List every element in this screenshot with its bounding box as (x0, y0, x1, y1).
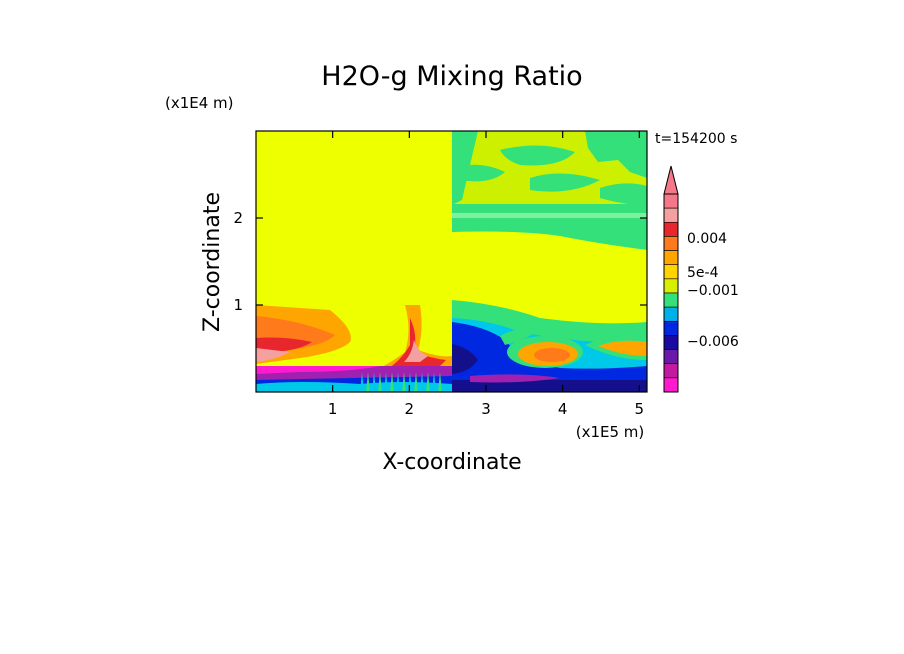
y-axis-title: Z-coordinate (200, 192, 225, 332)
x-scale-label: (x1E5 m) (576, 423, 645, 441)
colorbar-swatch (663, 236, 679, 251)
colorbar-swatch (663, 278, 679, 294)
colorbar-label: −0.006 (687, 334, 739, 350)
field-turbulent-spike (360, 372, 364, 392)
field-turbulent-spike (438, 372, 442, 392)
colorbar-swatch (663, 335, 679, 350)
field-pink-core (256, 348, 290, 362)
field-green-patch (600, 183, 647, 206)
field-turbulent-spike (402, 372, 406, 392)
colorbar-swatch (663, 221, 679, 237)
field-magenta-band (256, 366, 380, 374)
colorbar-swatch (663, 363, 679, 379)
colorbar-label: 5e-4 (687, 265, 719, 281)
field-turbulent-spike (420, 372, 424, 392)
field-orange-swirl (598, 340, 647, 356)
y-axis: 12 (233, 209, 647, 314)
field-navy-surface-right (452, 380, 647, 392)
field-purple-surface-right (470, 374, 560, 383)
field-green-band-lower (452, 225, 647, 250)
colorbar-label: −0.001 (687, 283, 739, 299)
field-turbulent-spike (366, 372, 370, 392)
x-axis: 1 2 3 4 5 (328, 131, 644, 418)
colorbar-extension-arrow (663, 165, 679, 195)
field-navy-core (452, 344, 478, 374)
field-turbulent-spike (378, 372, 382, 392)
field-turbulent-spike (372, 372, 376, 392)
y-scale-label: (x1E4 m) (165, 94, 234, 112)
colorbar-swatch (663, 320, 679, 336)
x-tick-label: 2 (405, 400, 415, 418)
x-tick-label: 4 (558, 400, 568, 418)
colorbar-frame (663, 193, 679, 393)
field-green-patch (530, 173, 600, 192)
y-tick-label: 1 (233, 296, 243, 314)
field-central-plume-pink (404, 340, 428, 362)
field-turbulent-spike (432, 372, 436, 392)
field-turbulent-spike (390, 372, 394, 392)
field-green-patch (500, 145, 575, 166)
plot-frame (255, 130, 648, 393)
colorbar-swatch (663, 250, 679, 266)
field-green-swirl (500, 328, 540, 345)
x-tick-label: 1 (328, 400, 338, 418)
colorbar-swatch (663, 349, 679, 365)
colorbar-swatch (663, 377, 679, 393)
field-central-plume-red (392, 318, 446, 366)
colorbar-swatch (663, 207, 679, 223)
colorbar: 0.004 5e-4 −0.001 −0.006 (663, 165, 739, 393)
colorbar-swatch (663, 264, 679, 280)
field-turbulent-spike (414, 372, 418, 392)
time-label: t=154200 s (655, 131, 737, 147)
field-turbulent-spike (426, 372, 430, 392)
x-tick-label: 3 (481, 400, 491, 418)
field-dark-orange-blob (534, 348, 570, 362)
x-axis-title: X-coordinate (382, 450, 521, 475)
field-green-patch (455, 164, 505, 182)
colorbar-swatch (663, 193, 679, 209)
field-turbulent-spike (384, 372, 388, 392)
field-turbulent-spike (396, 372, 400, 392)
chart-title: H2O-g Mixing Ratio (321, 61, 582, 92)
heatmap-field (256, 131, 647, 392)
colorbar-swatch (663, 306, 679, 322)
x-tick-label: 5 (635, 400, 645, 418)
y-tick-label: 2 (233, 209, 243, 227)
field-green-light-line (452, 213, 647, 218)
colorbar-label: 0.004 (687, 231, 727, 247)
colorbar-swatch (663, 292, 679, 308)
field-green-top-right (585, 131, 647, 178)
field-central-plume (380, 305, 452, 368)
